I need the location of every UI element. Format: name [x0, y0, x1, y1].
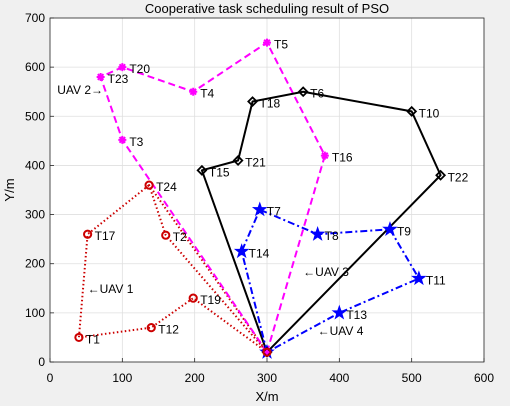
task-marker-t8: [309, 226, 326, 241]
task-marker-t7: [251, 201, 268, 217]
task-marker-t16: [320, 151, 329, 160]
task-marker-t23: [96, 72, 105, 81]
task-marker-t17: [83, 229, 93, 239]
task-label-t13: T13: [346, 308, 367, 322]
y-tick-label: 100: [25, 306, 45, 320]
task-label-t12: T12: [158, 323, 179, 337]
task-label-t23: T23: [108, 72, 129, 86]
task-marker-t13: [331, 304, 348, 320]
task-marker-t10: [406, 105, 418, 117]
x-axis-label: X/m: [255, 389, 278, 404]
y-tick-label: 700: [25, 11, 45, 25]
y-tick-label: 600: [25, 60, 45, 74]
base-asterisk-marker: [263, 348, 271, 357]
task-marker-t5: [263, 38, 271, 47]
base-circle-marker: [262, 347, 272, 357]
base-marker: [259, 343, 275, 359]
y-tick-label: 200: [25, 257, 45, 271]
chart-title: Cooperative task scheduling result of PS…: [145, 1, 389, 16]
x-tick-label: 100: [112, 371, 132, 385]
task-marker-t2: [161, 230, 171, 240]
task-label-t9: T9: [397, 224, 411, 238]
annotation-uav-4: ←UAV 4: [318, 324, 364, 338]
series-line-uav-4: [240, 208, 420, 354]
annotation-layer: UAV 2→ ←UAV 1 ←UAV 3 ←UAV 4: [57, 83, 364, 338]
y-axis-label: Y/m: [2, 178, 17, 201]
task-label-t7: T7: [267, 205, 281, 219]
task-marker-t1: [74, 332, 84, 343]
task-marker-t9: [382, 221, 398, 236]
x-tick-label: 600: [474, 371, 494, 385]
task-label-t22: T22: [448, 170, 469, 184]
y-tick-label: 300: [25, 208, 45, 222]
annotation-uav-2: UAV 2→: [57, 83, 103, 97]
x-tick-label: 200: [185, 371, 205, 385]
x-tick-label: 400: [329, 371, 349, 385]
task-label-t2: T2: [173, 230, 187, 244]
task-marker-t15: [196, 164, 208, 176]
task-marker-t14: [233, 243, 250, 259]
task-marker-t4: [189, 87, 198, 96]
series-line-uav-1: [77, 184, 268, 354]
task-marker-t12: [146, 323, 156, 333]
task-label-t6: T6: [310, 87, 324, 101]
task-label-t15: T15: [209, 165, 230, 179]
task-label-t20: T20: [129, 62, 150, 76]
task-marker-t6: [297, 86, 309, 98]
task-label-t3: T3: [129, 135, 143, 149]
x-tick-label: 500: [402, 371, 422, 385]
marker-layer: [74, 38, 447, 359]
task-label-t8: T8: [325, 229, 339, 243]
annotation-uav-1: ←UAV 1: [88, 282, 134, 296]
task-label-t18: T18: [260, 97, 281, 111]
series-line-uav-3: [200, 90, 442, 353]
task-label-t21: T21: [245, 156, 266, 170]
task-label-t17: T17: [95, 229, 116, 243]
task-marker-t21: [232, 155, 244, 166]
annotation-uav-3: ←UAV 3: [303, 265, 349, 279]
task-marker-t24: [144, 180, 154, 190]
task-label-t10: T10: [419, 106, 440, 120]
x-tick-label: 0: [47, 371, 54, 385]
task-label-t5: T5: [274, 38, 288, 52]
task-label-t19: T19: [200, 293, 221, 307]
task-label-t14: T14: [249, 246, 270, 260]
task-marker-t20: [118, 63, 127, 72]
task-marker-t11: [411, 270, 427, 286]
task-marker-t18: [247, 96, 259, 108]
tick-layer: 0 100 200 300 400 500 600 0 100 200 300 400 500 600 70…: [25, 11, 494, 385]
task-label-t24: T24: [156, 180, 177, 194]
series-layer: [77, 41, 442, 354]
task-label-t16: T16: [332, 151, 353, 165]
task-label-t1: T1: [86, 332, 100, 346]
task-marker-t19: [188, 293, 198, 303]
y-tick-label: 400: [25, 158, 45, 172]
task-marker-t22: [435, 169, 447, 181]
task-marker-t3: [118, 135, 127, 144]
x-tick-label: 300: [257, 371, 277, 385]
y-tick-label: 500: [25, 109, 45, 123]
y-tick-label: 0: [38, 355, 45, 369]
task-label-t11: T11: [426, 273, 446, 287]
task-label-t4: T4: [200, 87, 214, 101]
series-line-uav-2: [99, 41, 326, 353]
